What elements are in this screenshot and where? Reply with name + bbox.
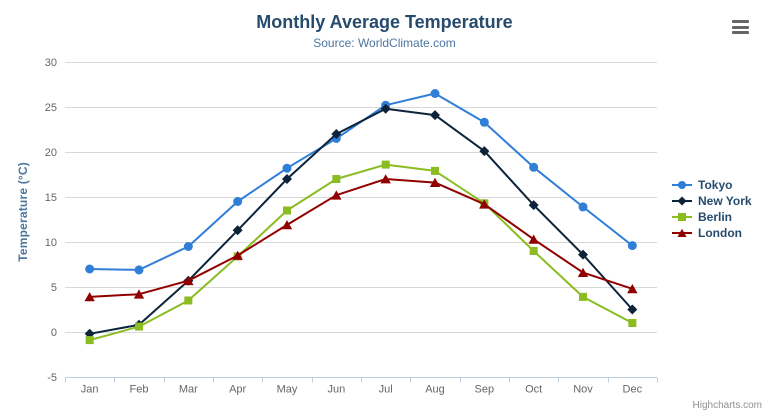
series-line-tokyo bbox=[88, 92, 634, 271]
data-point-tokyo[interactable] bbox=[578, 202, 588, 212]
data-point-new-york[interactable] bbox=[430, 110, 440, 121]
legend-item-label: New York bbox=[698, 194, 752, 208]
chart-subtitle: Source: WorldClimate.com bbox=[313, 36, 456, 50]
data-point-london[interactable] bbox=[577, 267, 589, 277]
data-point-tokyo[interactable] bbox=[233, 197, 243, 206]
legend-marker-icon bbox=[672, 228, 692, 237]
data-point-london[interactable] bbox=[479, 199, 490, 209]
data-point-london[interactable] bbox=[281, 220, 293, 230]
data-point-london[interactable] bbox=[232, 250, 243, 260]
legend-marker-icon bbox=[672, 196, 692, 206]
x-axis-label: Feb bbox=[130, 384, 149, 396]
data-point-berlin[interactable] bbox=[184, 296, 193, 305]
data-point-london[interactable] bbox=[331, 190, 342, 200]
legend-marker-icon bbox=[672, 181, 692, 189]
legend-marker-icon bbox=[672, 213, 692, 221]
data-point-tokyo[interactable] bbox=[627, 241, 637, 251]
x-axis-label: Mar bbox=[179, 384, 198, 396]
data-point-new-york[interactable] bbox=[479, 146, 490, 157]
data-point-new-york[interactable] bbox=[528, 200, 539, 211]
x-axis-label: Dec bbox=[623, 384, 643, 396]
data-point-london[interactable] bbox=[429, 177, 441, 187]
x-axis-label: Jun bbox=[327, 384, 345, 396]
data-point-new-york[interactable] bbox=[578, 249, 588, 260]
legend-item-new-york[interactable]: New York bbox=[671, 193, 752, 209]
y-axis-tick-label: 25 bbox=[45, 102, 57, 114]
data-point-berlin[interactable] bbox=[135, 322, 143, 331]
legend-item-label: London bbox=[698, 226, 742, 240]
data-point-london[interactable] bbox=[380, 174, 391, 184]
data-point-berlin[interactable] bbox=[381, 160, 390, 169]
data-point-london[interactable] bbox=[627, 284, 638, 294]
data-point-new-york[interactable] bbox=[380, 103, 391, 114]
data-point-berlin[interactable] bbox=[283, 206, 291, 215]
legend-item-london[interactable]: London bbox=[671, 225, 752, 241]
data-point-tokyo[interactable] bbox=[134, 265, 144, 275]
chart-title: Monthly Average Temperature bbox=[256, 12, 513, 32]
y-axis-tick-label: 0 bbox=[51, 327, 57, 339]
legend-item-label: Tokyo bbox=[698, 178, 733, 192]
legend-item-berlin[interactable]: Berlin bbox=[671, 209, 752, 225]
x-axis-label: Jul bbox=[379, 384, 393, 396]
x-axis-label: Sep bbox=[475, 384, 495, 396]
data-point-berlin[interactable] bbox=[579, 292, 587, 301]
y-axis-tick-label: 10 bbox=[45, 237, 57, 249]
data-point-london[interactable] bbox=[133, 289, 145, 299]
x-axis-label: Oct bbox=[525, 384, 542, 396]
data-point-berlin[interactable] bbox=[332, 175, 341, 183]
export-menu-button[interactable] bbox=[732, 20, 749, 34]
series-line-new-york bbox=[88, 107, 634, 335]
legend-item-label: Berlin bbox=[698, 210, 733, 224]
y-axis-title: Temperature (°C) bbox=[16, 162, 30, 262]
data-point-new-york[interactable] bbox=[282, 174, 292, 184]
data-point-new-york[interactable] bbox=[627, 304, 638, 315]
data-point-tokyo[interactable] bbox=[183, 242, 193, 251]
y-axis-tick-label: 5 bbox=[51, 282, 57, 294]
data-point-tokyo[interactable] bbox=[529, 162, 539, 172]
legend: Tokyo New York Berlin London bbox=[671, 177, 752, 241]
data-point-london[interactable] bbox=[183, 275, 194, 286]
data-point-tokyo[interactable] bbox=[479, 117, 489, 127]
data-point-tokyo[interactable] bbox=[282, 163, 292, 173]
data-point-tokyo[interactable] bbox=[85, 264, 95, 274]
y-axis-tick-label: 15 bbox=[45, 192, 57, 204]
x-axis-label: Jan bbox=[81, 384, 99, 396]
series-line-berlin bbox=[88, 163, 634, 342]
y-axis-tick-label: 30 bbox=[45, 57, 57, 69]
data-point-berlin[interactable] bbox=[628, 319, 637, 327]
x-axis-label: Nov bbox=[573, 384, 593, 396]
y-axis-tick-label: -5 bbox=[47, 372, 57, 384]
data-point-tokyo[interactable] bbox=[430, 89, 440, 98]
data-point-berlin[interactable] bbox=[431, 166, 439, 175]
x-axis-label: Aug bbox=[425, 384, 445, 396]
legend-item-tokyo[interactable]: Tokyo bbox=[671, 177, 752, 193]
data-point-london[interactable] bbox=[528, 234, 539, 244]
data-point-new-york[interactable] bbox=[331, 129, 342, 139]
x-axis-label: Apr bbox=[229, 384, 246, 396]
highcharts-credit-link[interactable]: Highcharts.com bbox=[692, 400, 762, 411]
y-axis-tick-label: 20 bbox=[45, 147, 57, 159]
data-point-berlin[interactable] bbox=[529, 247, 538, 255]
x-axis-label: May bbox=[277, 384, 298, 396]
data-point-berlin[interactable] bbox=[85, 336, 94, 345]
data-point-london[interactable] bbox=[84, 292, 95, 302]
data-point-new-york[interactable] bbox=[232, 225, 243, 236]
series-line-london bbox=[88, 178, 634, 298]
